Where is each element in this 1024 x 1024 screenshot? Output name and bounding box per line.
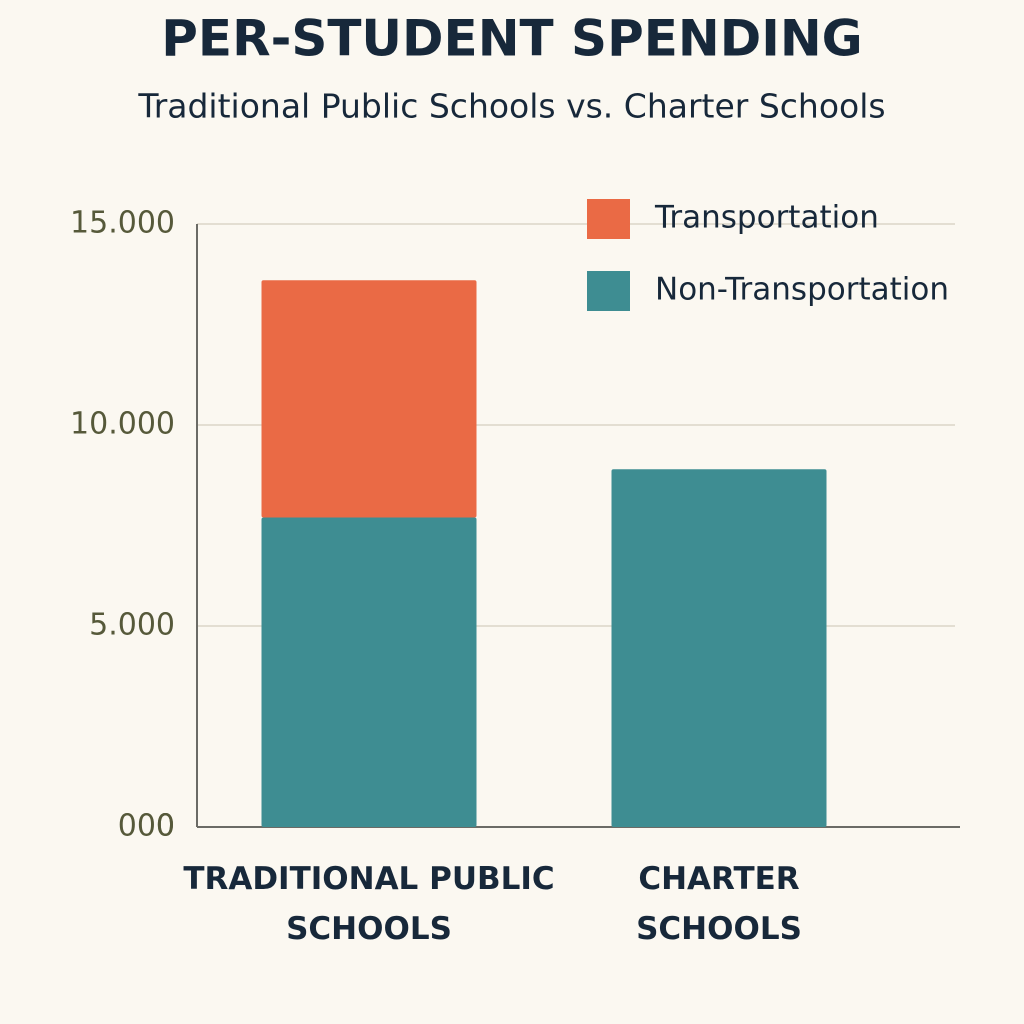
x-tick-label: TRADITIONAL PUBLIC SCHOOLS <box>183 861 554 947</box>
bar-segment <box>611 469 827 827</box>
legend-swatch <box>587 271 630 311</box>
x-tick-label: CHARTER SCHOOLS <box>636 861 802 947</box>
y-tick-label: 10.000 <box>70 407 175 442</box>
y-tick-label: 5.000 <box>89 608 175 643</box>
legend-label: Non-Transportation <box>655 272 949 308</box>
y-tick-label: 0 <box>156 809 175 844</box>
chart-title: PER-STUDENT SPENDING <box>161 10 862 68</box>
y-tick-label: 15.000 <box>70 206 175 241</box>
y-tick-label: 000 <box>118 809 175 844</box>
legend-swatch <box>587 199 630 239</box>
chart-subtitle: Traditional Public Schools vs. Charter S… <box>137 87 885 126</box>
legend-label: Transportation <box>654 200 879 236</box>
bar-segment <box>261 517 477 827</box>
bar-segment <box>261 280 477 518</box>
